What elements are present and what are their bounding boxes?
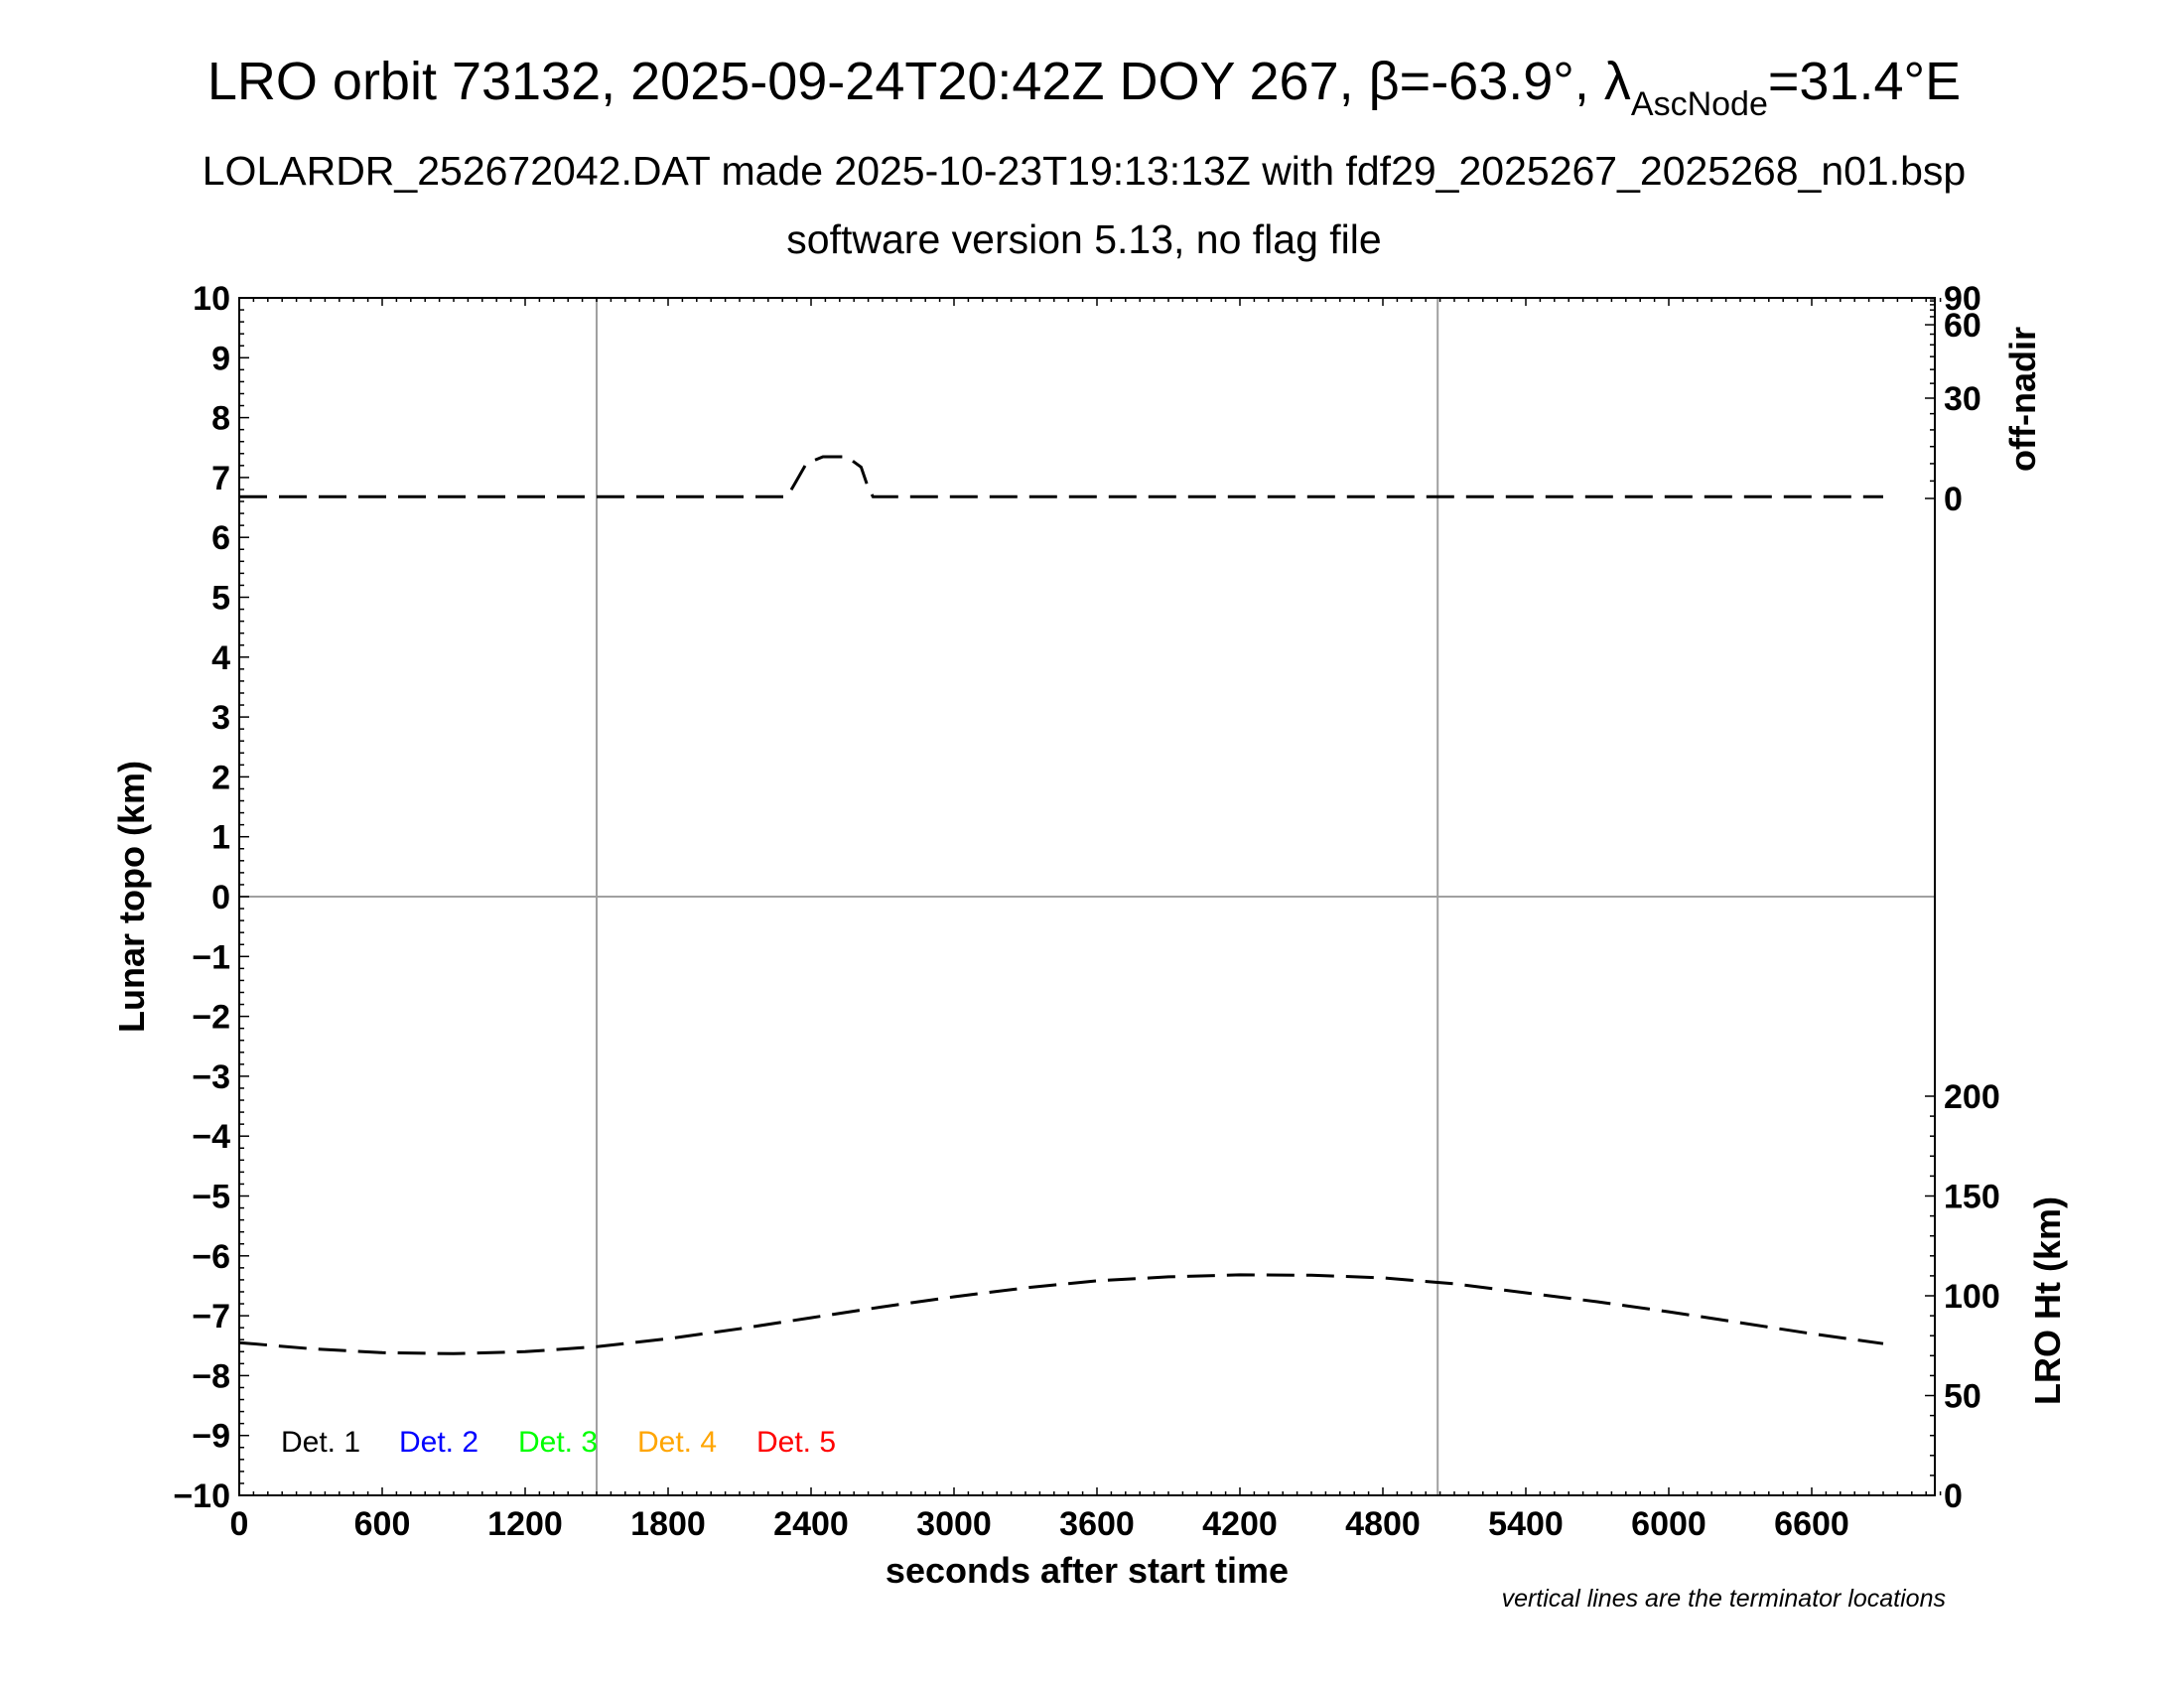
y-tick-label: −9 — [192, 1418, 230, 1456]
y-tick-label: −3 — [192, 1058, 230, 1096]
y-tick-label: 4 — [211, 639, 230, 677]
x-axis-label: seconds after start time — [886, 1550, 1289, 1591]
x-tick-label: 6000 — [1631, 1505, 1706, 1543]
y-tick-label: −4 — [192, 1118, 230, 1156]
height-series-line — [238, 1273, 1884, 1355]
y-tick-label: 9 — [211, 340, 230, 377]
x-tick-label: 1200 — [487, 1505, 563, 1543]
offnadir-tick-label: 60 — [1944, 307, 1981, 345]
legend: Det. 1 Det. 2 Det. 3 Det. 4 Det. 5 — [281, 1426, 836, 1459]
y-tick-label: 7 — [211, 460, 230, 497]
chart-subtitle-2: software version 5.13, no flag file — [786, 216, 1381, 262]
offnadir-tick-label: 0 — [1944, 481, 1963, 518]
y-tick-label: −7 — [192, 1298, 230, 1336]
legend-entry: Det. 1 — [281, 1426, 360, 1459]
x-tick-label: 0 — [230, 1505, 249, 1543]
y-tick-label: −2 — [192, 999, 230, 1037]
height-tick-label: 0 — [1944, 1477, 1963, 1515]
y-axis-label: Lunar topo (km) — [111, 761, 152, 1033]
x-tick-label: 4800 — [1345, 1505, 1421, 1543]
y-tick-label: 6 — [211, 519, 230, 557]
chart-subtitle: LOLARDR_252672042.DAT made 2025-10-23T19… — [203, 148, 1966, 194]
x-tick-label: 1800 — [630, 1505, 706, 1543]
offnadir-tick-label: 30 — [1944, 380, 1981, 418]
y-tick-label: 3 — [211, 699, 230, 737]
x-tick-label: 6600 — [1774, 1505, 1849, 1543]
offnadir-axis-label: off-nadir — [2002, 327, 2043, 472]
x-tick-label: 600 — [354, 1505, 411, 1543]
x-tick-label: 3000 — [916, 1505, 992, 1543]
terminator-note: vertical lines are the terminator locati… — [1502, 1585, 1946, 1613]
legend-entry: Det. 4 — [637, 1426, 717, 1459]
offnadir-series-line — [239, 455, 1883, 498]
height-tick-label: 100 — [1944, 1278, 2000, 1316]
x-tick-labels: 0 600 1200 1800 2400 3000 3600 4200 4800 5400 6000… — [230, 1505, 1849, 1543]
x-tick-label: 5400 — [1488, 1505, 1564, 1543]
y-tick-label: −8 — [192, 1357, 230, 1395]
series-layer — [238, 455, 1884, 1355]
y-tick-label: −1 — [192, 938, 230, 976]
y-tick-label: −5 — [192, 1179, 230, 1216]
y-tick-label: 8 — [211, 400, 230, 438]
y-tick-label: 2 — [211, 759, 230, 796]
chart-title: LRO orbit 73132, 2025-09-24T20:42Z DOY 2… — [207, 52, 1961, 123]
x-tick-label: 2400 — [773, 1505, 849, 1543]
y-tick-label: 0 — [211, 879, 230, 916]
height-tick-label: 50 — [1944, 1378, 1981, 1416]
plot-frame — [238, 297, 1936, 1496]
height-tick-label: 150 — [1944, 1179, 2000, 1216]
legend-entry: Det. 3 — [518, 1426, 598, 1459]
y-tick-label: 5 — [211, 580, 230, 618]
x-tick-label: 3600 — [1059, 1505, 1135, 1543]
height-tick-label: 200 — [1944, 1078, 2000, 1116]
offnadir-tick-label: 90 — [1944, 280, 1981, 318]
height-tick-labels: 200 150 100 50 0 — [1944, 1078, 2000, 1515]
y-tick-label: −6 — [192, 1238, 230, 1276]
legend-entry: Det. 2 — [399, 1426, 478, 1459]
y-tick-label: 1 — [211, 819, 230, 857]
height-axis-label: LRO Ht (km) — [2027, 1196, 2068, 1405]
x-tick-label: 4200 — [1202, 1505, 1278, 1543]
y-tick-label: −10 — [173, 1477, 230, 1515]
y-tick-label: 10 — [193, 280, 230, 318]
legend-entry: Det. 5 — [756, 1426, 836, 1459]
